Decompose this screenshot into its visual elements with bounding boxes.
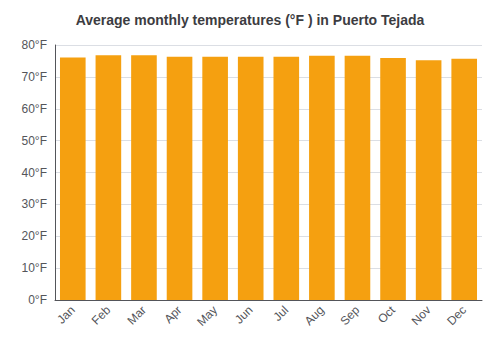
svg-text:Jan: Jan bbox=[54, 303, 78, 327]
svg-text:Apr: Apr bbox=[161, 303, 184, 326]
svg-text:0°F: 0°F bbox=[28, 293, 47, 307]
svg-text:Aug: Aug bbox=[302, 303, 327, 328]
svg-text:Sep: Sep bbox=[337, 303, 362, 328]
svg-text:Feb: Feb bbox=[89, 303, 114, 328]
svg-text:Oct: Oct bbox=[375, 303, 399, 327]
svg-text:Mar: Mar bbox=[124, 303, 149, 327]
svg-text:40°F: 40°F bbox=[22, 166, 47, 180]
svg-text:50°F: 50°F bbox=[22, 134, 47, 148]
svg-text:May: May bbox=[194, 303, 220, 329]
svg-text:Average monthly temperatures (: Average monthly temperatures (°F ) in Pu… bbox=[76, 12, 425, 28]
svg-text:20°F: 20°F bbox=[22, 229, 47, 243]
svg-text:80°F: 80°F bbox=[22, 38, 47, 52]
svg-text:Dec: Dec bbox=[444, 303, 469, 328]
svg-text:70°F: 70°F bbox=[22, 70, 47, 84]
svg-text:Jul: Jul bbox=[271, 303, 292, 324]
svg-text:10°F: 10°F bbox=[22, 261, 47, 275]
svg-text:Nov: Nov bbox=[409, 303, 434, 328]
svg-text:30°F: 30°F bbox=[22, 197, 47, 211]
svg-text:60°F: 60°F bbox=[22, 102, 47, 116]
svg-text:Jun: Jun bbox=[232, 303, 256, 327]
